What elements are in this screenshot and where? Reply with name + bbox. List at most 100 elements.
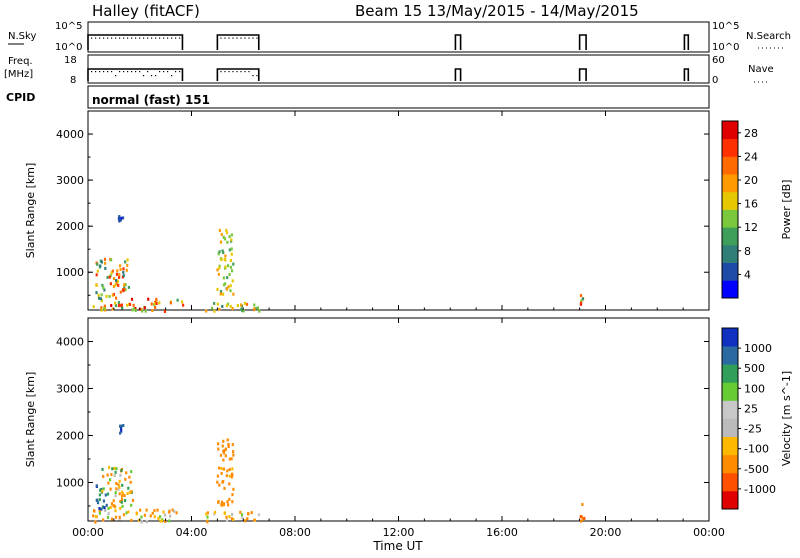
echo-cell <box>581 297 584 301</box>
echo-cell <box>169 514 172 518</box>
nsearch-dot <box>119 37 121 39</box>
echo-cell <box>102 487 105 491</box>
echo-cell <box>113 473 116 477</box>
echo-cell <box>221 304 224 308</box>
nave-dot <box>147 71 149 73</box>
nsky-trace <box>216 34 260 50</box>
echo-cell <box>124 499 127 503</box>
colorbar-tick-label: 8 <box>744 245 751 258</box>
nsearch-label: N.Search <box>746 31 791 42</box>
echo-cell <box>221 444 224 448</box>
echo-cell <box>141 309 144 313</box>
echo-cell <box>257 513 260 517</box>
echo-cell <box>232 292 235 296</box>
freq-trace <box>87 68 184 81</box>
echo-cell <box>125 471 128 475</box>
echo-cell <box>122 513 126 517</box>
echo-cell <box>102 286 105 290</box>
echo-cell <box>213 510 217 514</box>
echo-cell <box>119 218 122 222</box>
echo-cell <box>119 506 122 510</box>
echo-cell <box>243 301 246 305</box>
y-axis-title: Slant Range [km] <box>24 163 37 259</box>
echo-cell <box>95 291 98 295</box>
echo-cell <box>216 287 219 291</box>
echo-cell <box>126 303 129 307</box>
echo-cell <box>231 493 234 497</box>
echo-cell <box>123 283 126 287</box>
echo-cell <box>121 492 125 496</box>
echo-cell <box>120 427 123 431</box>
echo-cell <box>176 298 179 302</box>
echo-cell <box>220 467 223 470</box>
nave-dot <box>236 71 238 73</box>
nave-dot <box>175 71 177 73</box>
nsky-tick-bottom: 10^0 <box>55 42 82 53</box>
echo-cell <box>225 515 228 519</box>
nsearch-dot <box>171 37 173 39</box>
echo-cell <box>113 466 116 470</box>
echo-cell <box>220 471 223 475</box>
echo-cell <box>225 304 228 308</box>
x-tick-label: 08:00 <box>279 526 311 539</box>
echo-cell <box>118 485 121 489</box>
echo-cell <box>101 505 104 509</box>
echo-cell <box>219 240 223 244</box>
echo-cell <box>139 508 142 512</box>
echo-cell <box>216 302 219 306</box>
echo-cell <box>134 309 137 313</box>
nsky-trace <box>578 34 587 50</box>
echo-cell <box>104 508 107 512</box>
nave-dot <box>256 75 258 77</box>
y-tick-label: 2000 <box>56 429 84 442</box>
echo-cell <box>226 276 229 280</box>
nave-dot <box>107 71 109 73</box>
echo-cell <box>118 275 121 279</box>
y-tick-label: 1000 <box>56 266 84 279</box>
echo-cell <box>241 309 244 313</box>
echo-cell <box>242 309 245 313</box>
echo-cell <box>228 457 231 461</box>
freq-tick-top: 18 <box>64 55 77 66</box>
echo-cell <box>116 279 119 283</box>
freq-label: Freq. <box>8 56 33 67</box>
echo-cell <box>160 519 163 523</box>
echo-cell <box>98 507 101 510</box>
echo-cell <box>220 258 223 262</box>
echo-cell <box>110 502 114 506</box>
echo-cell <box>153 509 156 513</box>
echo-cell <box>222 451 226 455</box>
echo-cell <box>112 284 115 288</box>
echo-cell <box>109 274 112 278</box>
echo-cells <box>92 215 585 313</box>
echo-cell <box>98 508 101 512</box>
nave-dot <box>139 71 141 73</box>
colorbar-frame <box>721 327 739 510</box>
echo-cell <box>157 516 160 520</box>
echo-cell <box>223 502 226 506</box>
echo-cell <box>99 264 102 268</box>
echo-cell <box>99 297 102 301</box>
echo-cell <box>224 454 227 458</box>
nsky-traces <box>87 34 690 50</box>
echo-cell <box>231 279 234 283</box>
echo-cell <box>115 296 118 300</box>
echo-cell <box>98 493 101 497</box>
echo-cell <box>226 438 229 442</box>
echo-cell <box>206 515 209 519</box>
colorbar-tick-label: -500 <box>744 463 769 476</box>
echo-cell <box>218 307 221 311</box>
echo-cell <box>116 269 119 273</box>
echo-cell <box>236 304 239 308</box>
nave-dot <box>248 71 250 73</box>
echo-cell <box>130 503 133 507</box>
echo-cell <box>219 453 223 457</box>
echo-cell <box>227 503 230 507</box>
echo-cell <box>112 504 115 508</box>
echo-cell <box>224 282 227 286</box>
nsearch-dot <box>224 37 226 39</box>
colorbar-segment <box>722 400 738 419</box>
echo-cell <box>218 228 221 232</box>
echo-cell <box>253 307 256 311</box>
echo-cell <box>100 306 103 310</box>
